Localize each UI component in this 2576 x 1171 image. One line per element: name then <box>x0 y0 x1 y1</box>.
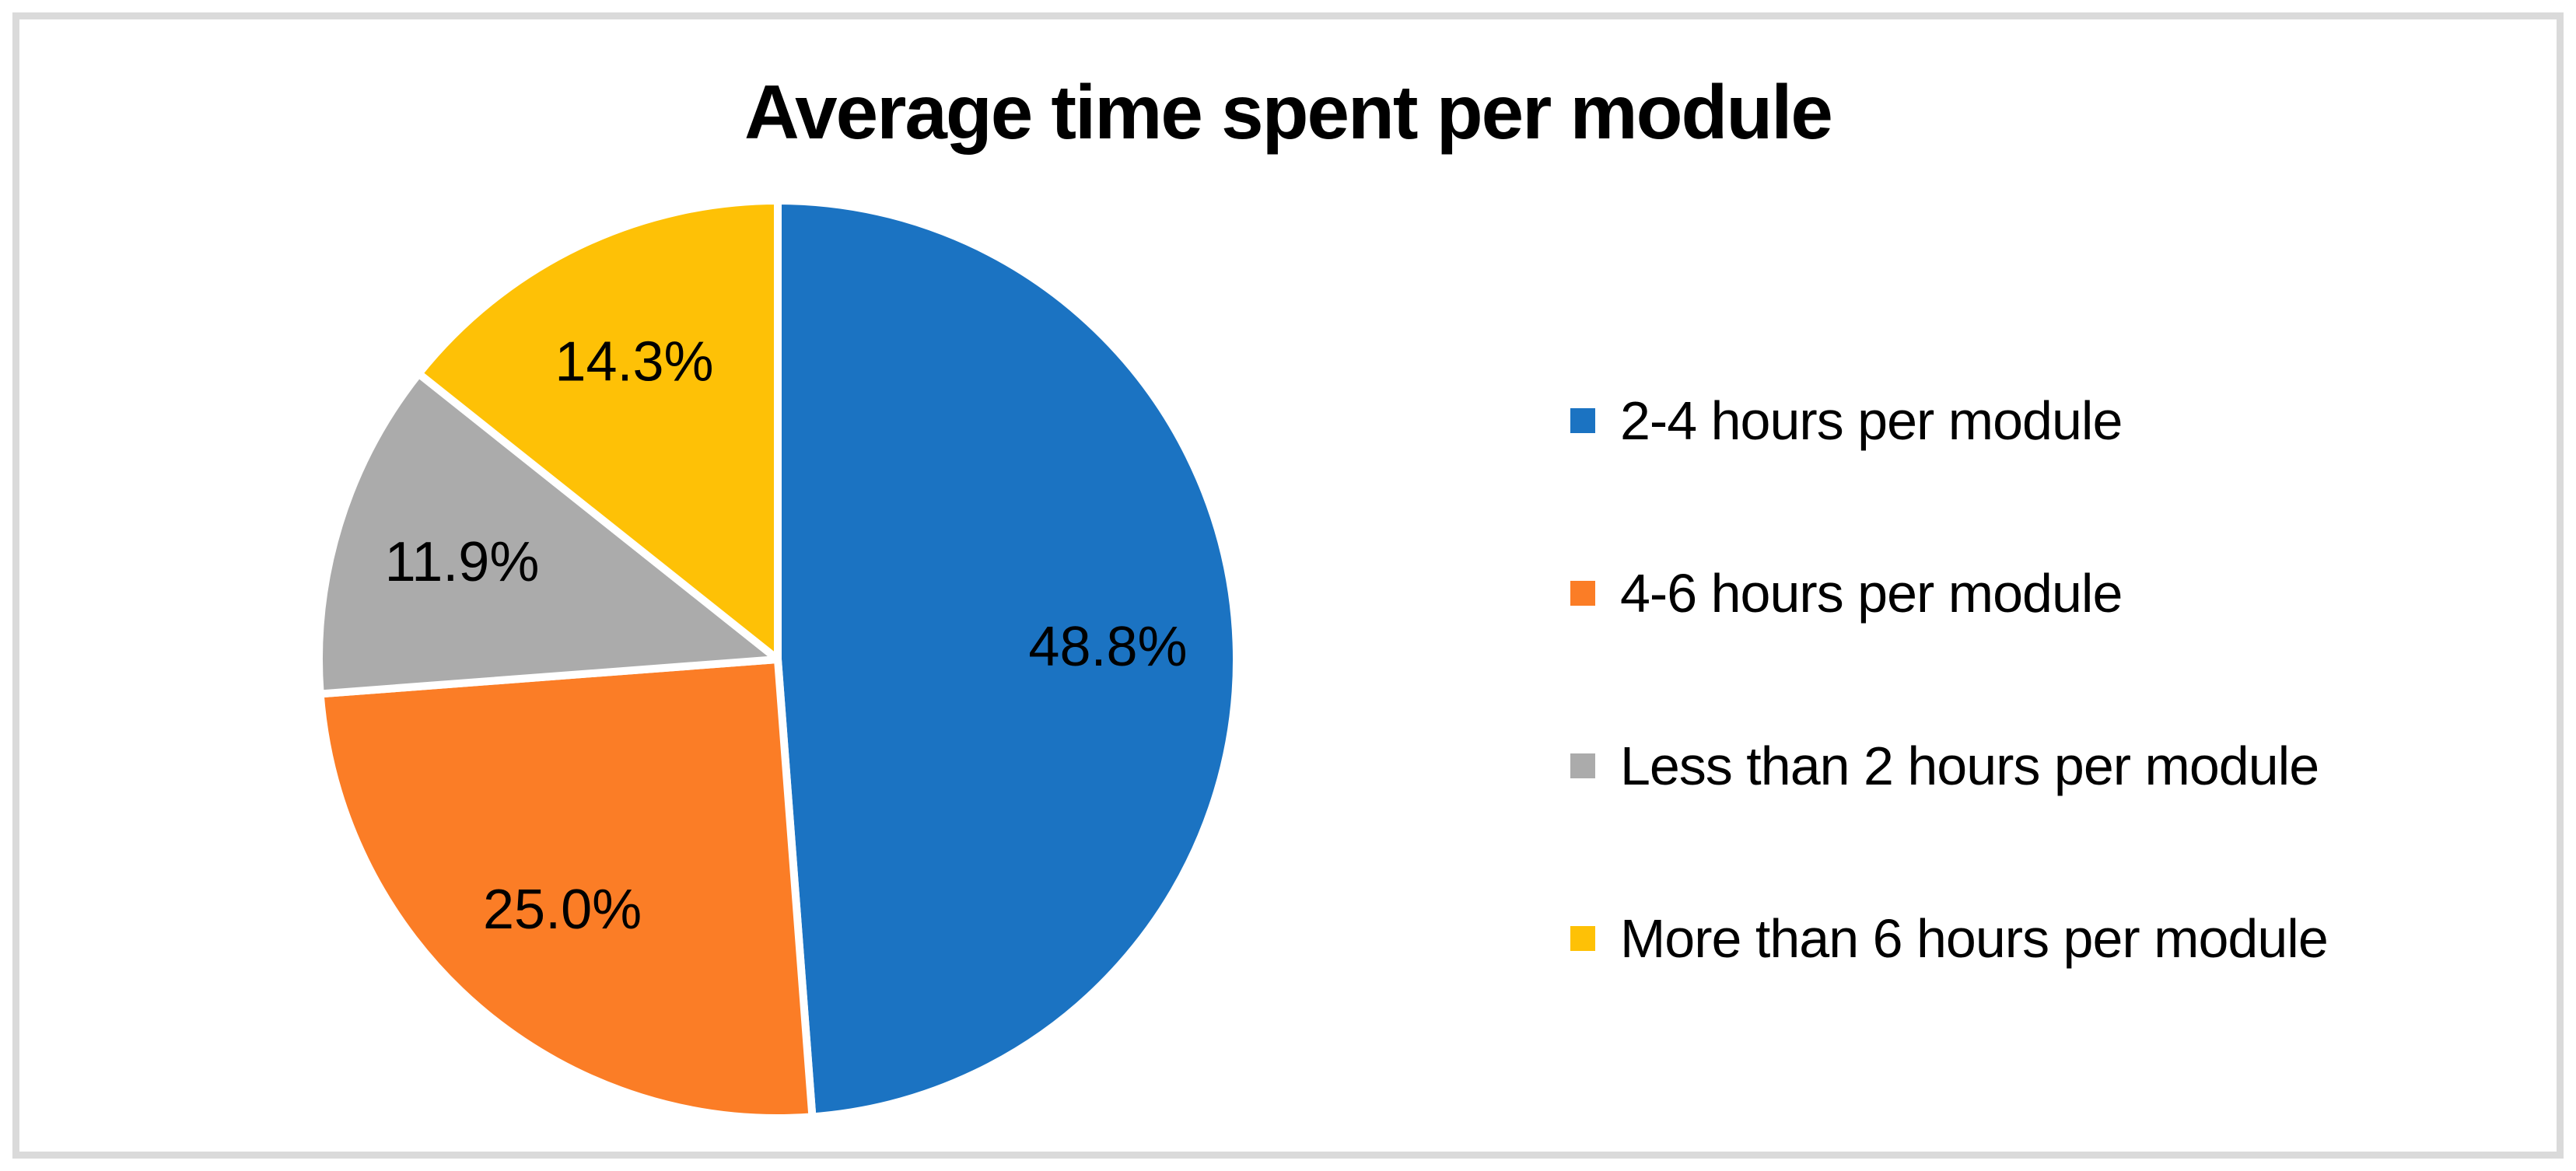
legend-item: 4-6 hours per module <box>1570 507 2328 680</box>
legend-label: More than 6 hours per module <box>1620 908 2329 969</box>
legend-item: More than 6 hours per module <box>1570 852 2329 1025</box>
pie-label-0: 48.8% <box>1028 616 1187 678</box>
legend-label: 2-4 hours per module <box>1620 390 2123 451</box>
legend-label: 4-6 hours per module <box>1620 563 2123 624</box>
pie-label-2: 11.9% <box>385 531 540 593</box>
pie-slice-1 <box>316 655 817 1122</box>
chart-legend: 2-4 hours per module 4-6 hours per modul… <box>1570 334 2329 1025</box>
legend-swatch-icon <box>1570 753 1595 778</box>
pie-label-3: 14.3% <box>555 330 713 393</box>
legend-swatch-icon <box>1570 581 1595 606</box>
legend-item: 2-4 hours per module <box>1570 334 2328 507</box>
legend-swatch-icon <box>1570 926 1595 951</box>
pie-slice-0 <box>774 197 1241 1121</box>
legend-swatch-icon <box>1570 408 1595 433</box>
pie-chart: 48.8% 25.0% 11.9% 14.3% <box>315 197 1241 1122</box>
pie-slice-2 <box>315 369 782 698</box>
legend-item: Less than 2 hours per module <box>1570 680 2328 852</box>
chart-title: Average time spent per module <box>744 69 1833 155</box>
pie-slice-3 <box>415 197 782 663</box>
legend-label: Less than 2 hours per module <box>1620 736 2319 796</box>
pie-label-1: 25.0% <box>483 879 642 941</box>
